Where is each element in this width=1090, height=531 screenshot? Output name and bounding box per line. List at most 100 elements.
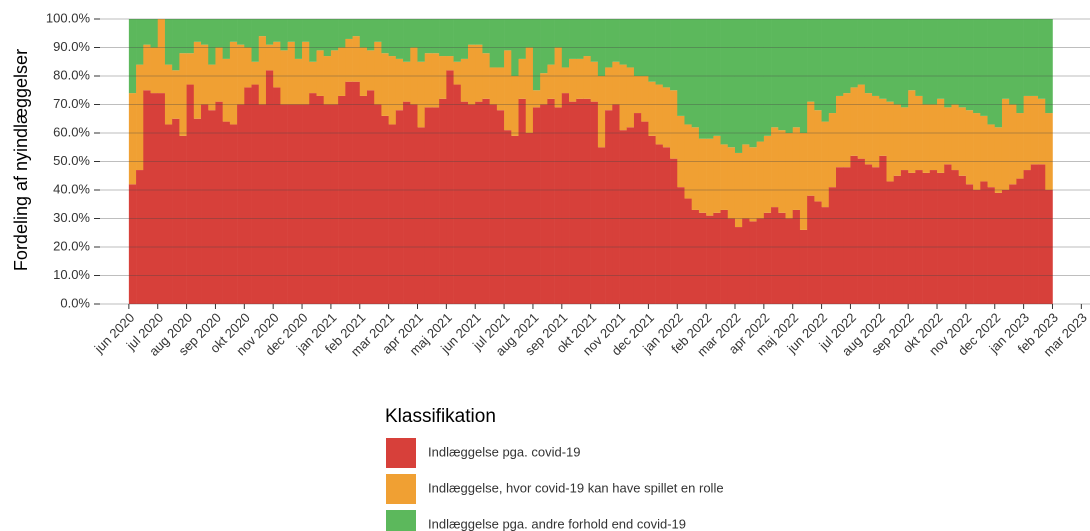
y-tick-label: 50.0% xyxy=(53,153,90,168)
bar-segment xyxy=(366,19,375,51)
bar-segment xyxy=(186,53,195,85)
bar-segment xyxy=(446,70,454,304)
bar-segment xyxy=(309,61,317,94)
bar-segment xyxy=(691,209,700,304)
bar-segment xyxy=(128,184,137,304)
bar-segment xyxy=(381,19,389,54)
bar-segment xyxy=(468,44,476,105)
bar-segment xyxy=(836,167,844,304)
bar-segment xyxy=(771,127,779,208)
bar-segment xyxy=(128,93,137,185)
bar-segment xyxy=(352,81,361,304)
bar-segment xyxy=(280,50,288,105)
bar-segment xyxy=(763,19,772,136)
bar-segment xyxy=(208,110,216,304)
bar-segment xyxy=(836,19,844,96)
bar-segment xyxy=(179,53,187,136)
bar-segment xyxy=(583,98,591,304)
bar-segment xyxy=(886,101,895,182)
bar-segment xyxy=(323,56,332,105)
bar-segment xyxy=(583,19,591,57)
legend-label: Indlæggelse, hvor covid-19 kan have spil… xyxy=(428,480,724,495)
bar-segment xyxy=(922,104,931,173)
bar-segment xyxy=(756,19,765,142)
bar-segment xyxy=(172,118,180,304)
bar-segment xyxy=(576,98,584,304)
bar-segment xyxy=(251,19,260,62)
bar-segment xyxy=(612,61,620,105)
bar-segment xyxy=(489,19,498,68)
bar-segment xyxy=(511,135,519,304)
bar-segment xyxy=(229,19,238,42)
bar-segment xyxy=(771,19,779,128)
bar-segment xyxy=(410,104,418,304)
bar-segment xyxy=(316,95,324,304)
bar-segment xyxy=(280,19,288,51)
bar-segment xyxy=(208,64,216,111)
bar-segment xyxy=(417,127,426,304)
bar-segment xyxy=(706,215,714,304)
bar-segment xyxy=(915,19,923,96)
bar-segment xyxy=(164,124,173,304)
bar-segment xyxy=(778,212,786,304)
bar-segment xyxy=(597,147,606,304)
bar-segment xyxy=(1009,184,1017,304)
bar-segment xyxy=(597,76,606,148)
bar-segment xyxy=(424,53,433,108)
bar-segment xyxy=(323,19,332,57)
y-tick-label: 0.0% xyxy=(60,295,90,310)
bar-segment xyxy=(929,104,938,171)
bar-segment xyxy=(908,19,916,91)
bar-segment xyxy=(648,135,656,304)
bar-segment xyxy=(937,172,945,304)
bar-segment xyxy=(366,90,375,304)
bar-segment xyxy=(208,19,216,65)
bar-segment xyxy=(670,90,678,159)
bar-segment xyxy=(258,36,267,105)
bar-segment xyxy=(496,19,505,68)
bar-segment xyxy=(251,84,260,304)
bar-segment xyxy=(691,127,700,210)
bar-segment xyxy=(893,175,902,304)
bar-segment xyxy=(388,124,397,304)
bar-segment xyxy=(201,44,209,105)
bar-segment xyxy=(864,93,873,165)
bar-segment xyxy=(713,212,721,304)
bar-segment xyxy=(237,44,245,105)
y-tick-label: 10.0% xyxy=(53,267,90,282)
bar-segment xyxy=(720,19,729,145)
bar-segment xyxy=(706,138,714,216)
bar-segment xyxy=(244,19,252,48)
bar-segment xyxy=(482,98,490,304)
bar-segment xyxy=(172,19,180,71)
bar-segment xyxy=(179,19,187,54)
bar-segment xyxy=(496,67,505,111)
y-tick-label: 70.0% xyxy=(53,96,90,111)
bar-segment xyxy=(857,84,866,159)
bar-segment xyxy=(944,107,952,165)
bar-segment xyxy=(215,47,223,102)
bar-segment xyxy=(569,19,577,59)
y-tick-label: 40.0% xyxy=(53,181,90,196)
bar-segment xyxy=(366,50,375,91)
bar-segment xyxy=(330,104,339,304)
bar-segment xyxy=(937,98,945,173)
bar-segment xyxy=(828,113,837,188)
y-tick-label: 80.0% xyxy=(53,67,90,82)
bar-segment xyxy=(330,50,339,105)
bar-segment xyxy=(468,19,476,45)
bar-segment xyxy=(460,58,469,102)
bar-segment xyxy=(1038,19,1046,99)
bar-segment xyxy=(439,19,447,57)
bar-segment xyxy=(886,19,895,102)
bar-segment xyxy=(157,93,166,304)
bar-segment xyxy=(345,38,353,82)
bar-segment xyxy=(374,19,382,42)
bar-segment xyxy=(1023,19,1032,96)
bar-segment xyxy=(525,19,534,48)
bar-segment xyxy=(532,90,541,108)
bar-segment xyxy=(706,19,714,139)
bar-segment xyxy=(374,41,382,105)
bar-segment xyxy=(792,127,801,210)
